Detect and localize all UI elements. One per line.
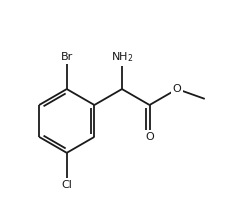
- Text: Br: Br: [61, 52, 73, 62]
- Text: O: O: [173, 84, 182, 94]
- Text: Cl: Cl: [61, 180, 72, 190]
- Text: NH$_2$: NH$_2$: [111, 50, 133, 64]
- Text: O: O: [145, 132, 154, 142]
